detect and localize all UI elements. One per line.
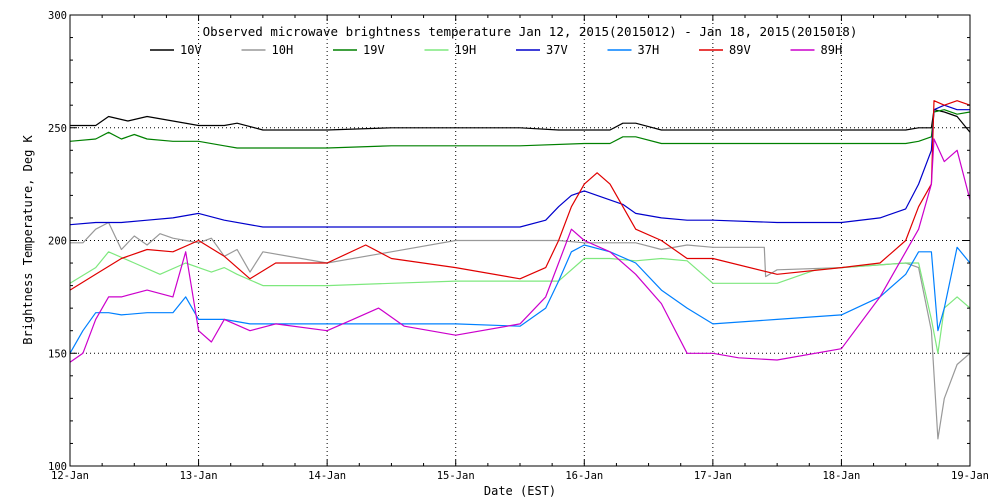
series-line-10v xyxy=(70,109,971,133)
series-line-37h xyxy=(69,244,971,354)
series-line-37v xyxy=(69,104,970,228)
x-tick-label: 18-Jan xyxy=(822,470,860,482)
chart-title: Observed microwave brightness temperatur… xyxy=(203,24,858,39)
legend-label-19v: 19V xyxy=(363,43,385,57)
x-axis-label: Date (EST) xyxy=(484,484,556,498)
x-tick-label: 13-Jan xyxy=(180,470,218,482)
series-lines xyxy=(69,100,971,440)
legend-label-89h: 89H xyxy=(821,43,843,57)
legend-label-10v: 10V xyxy=(180,43,202,57)
legend-label-37v: 37V xyxy=(546,43,568,57)
y-axis-ticks: 100 150 200 250 300 xyxy=(48,10,970,473)
y-tick-label: 250 xyxy=(48,123,67,135)
series-line-19v xyxy=(69,109,971,149)
y-tick-label: 200 xyxy=(48,236,67,248)
x-tick-label: 15-Jan xyxy=(437,470,475,482)
x-tick-label: 14-Jan xyxy=(308,470,346,482)
x-tick-label: 12-Jan xyxy=(51,470,89,482)
y-tick-label: 150 xyxy=(48,348,67,360)
legend-label-10h: 10H xyxy=(272,43,294,57)
series-line-89h xyxy=(69,138,971,363)
x-tick-label: 16-Jan xyxy=(565,470,603,482)
x-tick-label: 17-Jan xyxy=(694,470,732,482)
legend-label-89v: 89V xyxy=(729,43,751,57)
y-axis-label: Brightness Temperature, Deg K xyxy=(21,134,35,344)
x-tick-label: 19-Jan xyxy=(951,470,989,482)
legend-label-37h: 37H xyxy=(638,43,660,57)
series-line-89v xyxy=(69,100,971,291)
y-tick-label: 100 xyxy=(48,461,67,473)
x-axis-ticks: 12-Jan 13-Jan 14-Jan 15-Jan 16-Jan 17-Jan 18-J… xyxy=(51,15,989,482)
legend: 10V 10H 19V 19H 37V 37H 89V 89H xyxy=(150,43,842,57)
y-tick-label: 300 xyxy=(48,10,67,22)
legend-label-19h: 19H xyxy=(455,43,477,57)
